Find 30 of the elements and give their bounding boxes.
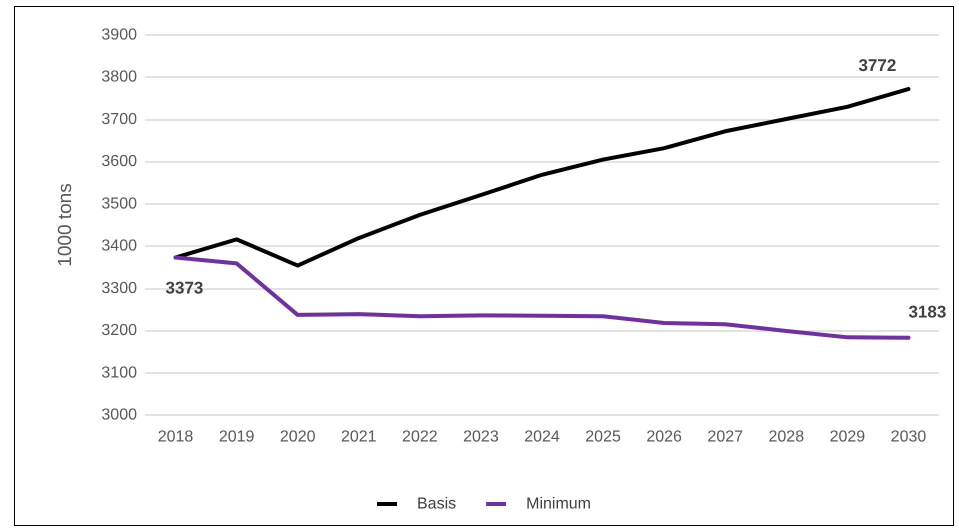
y-tick-label: 3100 — [101, 364, 138, 382]
x-tick-label: 2020 — [280, 428, 316, 446]
y-tick-label: 3400 — [101, 238, 138, 255]
x-tick-label: 2019 — [218, 428, 255, 446]
y-tick-label: 3600 — [101, 153, 138, 170]
data-label: 3183 — [908, 302, 946, 322]
x-tick-label: 2025 — [585, 428, 621, 446]
data-label: 3373 — [166, 278, 204, 298]
x-tick-label: 2024 — [524, 428, 560, 446]
y-tick-label: 3700 — [101, 110, 138, 128]
x-tick-label: 2029 — [830, 428, 866, 446]
y-tick-label: 3900 — [101, 26, 138, 44]
legend-label: Basis — [416, 496, 456, 512]
y-tick-label: 3000 — [101, 406, 138, 424]
x-tick-label: 2018 — [158, 428, 194, 446]
line-series — [174, 87, 910, 268]
x-tick-label: 2028 — [768, 428, 804, 446]
x-tick-label: 2022 — [402, 428, 438, 446]
x-tick-label: 2026 — [646, 428, 682, 446]
y-tick-label: 3300 — [101, 280, 138, 297]
legend-label: Minimum — [526, 496, 592, 512]
y-tick-label: 3500 — [101, 195, 138, 212]
x-tick-label: 2030 — [890, 428, 926, 446]
y-tick-label: 3200 — [101, 322, 138, 340]
x-tick-label: 2021 — [340, 428, 377, 446]
x-tick-label: 2023 — [463, 428, 499, 446]
y-axis-title: 1000 tons — [55, 183, 76, 267]
x-tick-label: 2027 — [707, 428, 744, 446]
data-label: 3772 — [858, 56, 896, 76]
y-tick-label: 3800 — [101, 68, 138, 86]
